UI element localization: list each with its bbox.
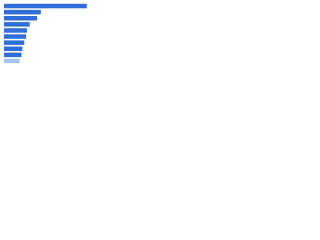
bar — [4, 22, 30, 27]
bar — [4, 9, 41, 15]
bar — [4, 46, 23, 52]
bar — [4, 40, 25, 45]
bar — [4, 28, 27, 33]
bar — [4, 58, 20, 64]
bar — [4, 52, 22, 58]
bar — [4, 3, 87, 9]
bar — [4, 34, 27, 39]
chart — [4, 3, 87, 64]
bar — [4, 15, 38, 21]
